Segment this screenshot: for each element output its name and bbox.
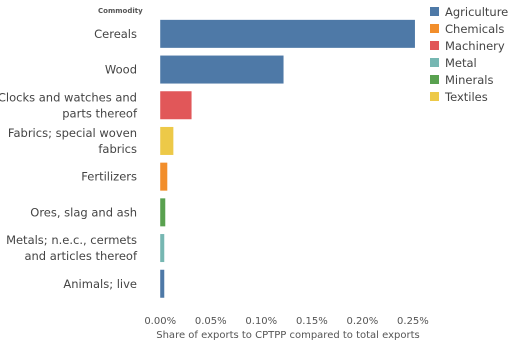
category-label-7: Animals; live (63, 277, 137, 291)
bar-4 (160, 162, 168, 191)
x-tick-label-4: 0.20% (346, 316, 378, 327)
legend-label: Minerals (445, 72, 494, 87)
category-label-1: Wood (105, 63, 137, 77)
category-label-6: Metals; n.e.c., cermets and articles ther… (6, 233, 138, 263)
bar-0 (160, 19, 415, 48)
legend-item-metal: Metal (430, 54, 508, 71)
bars-group (160, 19, 415, 298)
legend-swatch (430, 75, 439, 84)
bar-7 (160, 269, 165, 298)
legend-item-machinery: Machinery (430, 37, 508, 54)
x-tick-label-0: 0.00% (144, 316, 176, 327)
legend-swatch (430, 92, 439, 101)
legend: Agriculture Chemicals Machinery Metal Minera… (430, 3, 508, 105)
legend-swatch (430, 41, 439, 50)
bar-5 (160, 198, 166, 227)
legend-item-textiles: Textiles (430, 88, 508, 105)
x-tick-label-1: 0.05% (195, 316, 227, 327)
x-tick-label-3: 0.15% (296, 316, 328, 327)
legend-swatch (430, 58, 439, 67)
legend-label: Agriculture (445, 4, 509, 19)
legend-label: Machinery (445, 38, 505, 53)
legend-item-chemicals: Chemicals (430, 20, 508, 37)
category-label-2: Clocks and watches and parts thereof (0, 90, 138, 120)
bar-1 (160, 55, 284, 84)
x-axis-title: Share of exports to CPTPP compared to to… (156, 330, 419, 341)
bar-2 (160, 91, 192, 120)
bar-6 (160, 234, 165, 263)
category-labels: Cereals Wood Clocks and watches and parts t… (0, 27, 138, 291)
category-label-0: Cereals (94, 27, 137, 41)
legend-label: Metal (445, 55, 477, 70)
legend-swatch (430, 24, 439, 33)
category-label-3: Fabrics; special woven fabrics (8, 126, 137, 156)
legend-swatch (430, 7, 439, 16)
x-tick-label-2: 0.10% (245, 316, 277, 327)
legend-label: Textiles (445, 89, 488, 104)
legend-label: Chemicals (445, 21, 505, 36)
legend-item-agriculture: Agriculture (430, 3, 508, 20)
row-header: Commodity (98, 7, 143, 15)
category-label-5: Ores, slag and ash (30, 205, 137, 219)
bar-3 (160, 126, 174, 155)
category-label-4: Fertilizers (81, 170, 137, 184)
legend-item-minerals: Minerals (430, 71, 508, 88)
x-tick-labels: 0.00% 0.05% 0.10% 0.15% 0.20% 0.25% (144, 316, 428, 327)
x-tick-label-5: 0.25% (397, 316, 429, 327)
